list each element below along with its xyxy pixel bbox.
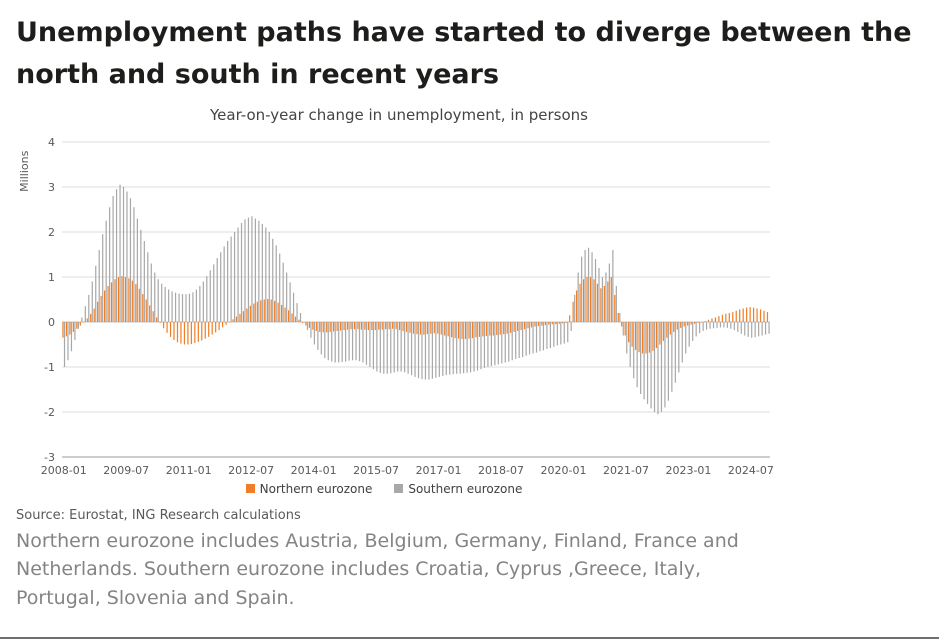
chart-legend: Northern eurozone Southern eurozone (14, 482, 754, 496)
southern-swatch-icon (394, 484, 404, 494)
svg-text:2009-07: 2009-07 (103, 464, 149, 477)
svg-text:2018-07: 2018-07 (478, 464, 524, 477)
svg-text:4: 4 (48, 136, 55, 149)
svg-text:3: 3 (48, 181, 55, 194)
svg-text:-2: -2 (44, 406, 55, 419)
svg-text:2011-01: 2011-01 (166, 464, 212, 477)
northern-swatch-icon (245, 484, 255, 494)
footnote: Northern eurozone includes Austria, Belg… (16, 529, 739, 609)
chart: Year-on-year change in unemployment, in … (14, 106, 784, 496)
svg-text:-3: -3 (44, 451, 55, 464)
svg-text:2: 2 (48, 226, 55, 239)
svg-text:2024-07: 2024-07 (728, 464, 774, 477)
svg-text:2015-07: 2015-07 (353, 464, 399, 477)
legend-label-northern: Northern eurozone (259, 481, 373, 496)
chart-subtitle: Year-on-year change in unemployment, in … (209, 105, 588, 124)
svg-text:2008-01: 2008-01 (41, 464, 87, 477)
svg-text:2020-01: 2020-01 (541, 464, 587, 477)
svg-text:2017-01: 2017-01 (416, 464, 462, 477)
legend-label-southern: Southern eurozone (408, 481, 523, 496)
legend-item-southern: Southern eurozone (394, 482, 522, 496)
svg-text:1: 1 (48, 271, 55, 284)
svg-text:2021-07: 2021-07 (603, 464, 649, 477)
svg-text:0: 0 (48, 316, 55, 329)
page-title: Unemployment paths have started to diver… (16, 17, 912, 90)
source-line: Source: Eurostat, ING Research calculati… (16, 507, 301, 523)
svg-text:2023-01: 2023-01 (665, 464, 711, 477)
bottom-divider (0, 637, 939, 639)
svg-text:2014-01: 2014-01 (291, 464, 337, 477)
svg-text:Millions: Millions (18, 150, 31, 191)
svg-text:-1: -1 (44, 361, 55, 374)
svg-text:2012-07: 2012-07 (228, 464, 274, 477)
legend-item-northern: Northern eurozone (245, 481, 373, 496)
